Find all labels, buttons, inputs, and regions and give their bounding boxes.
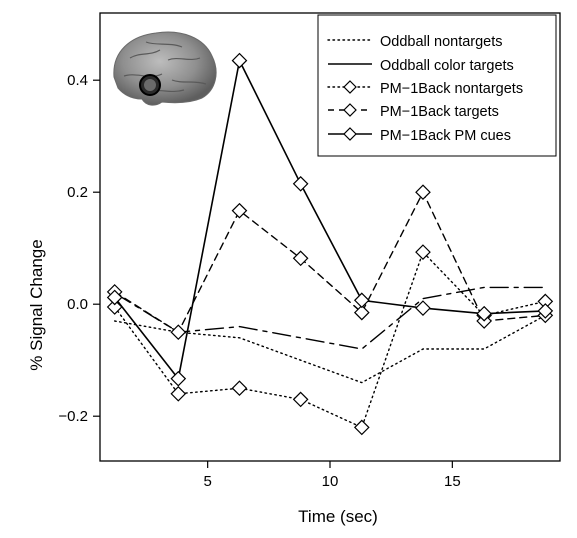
brain-region-icon (113, 31, 217, 106)
data-point-marker (170, 370, 187, 387)
legend-label-oddball-color-targets: Oddball color targets (380, 58, 514, 74)
legend-label-pm-1back-targets: PM−1Back targets (380, 104, 499, 120)
data-point-marker (170, 385, 187, 402)
series-line (113, 286, 546, 350)
series-line (113, 59, 547, 380)
y-axis-label: % Signal Change (27, 239, 46, 370)
y-tick-label: 0.0 (67, 296, 88, 313)
series-line (113, 191, 546, 333)
data-point-marker (353, 304, 370, 321)
series-1 (113, 286, 546, 350)
legend-label-pm-1back-nontargets: PM−1Back nontargets (380, 81, 523, 97)
data-point-marker (415, 184, 431, 201)
legend-diamond-marker (343, 127, 357, 141)
legend-item-oddball-nontargets: Oddball nontargets (327, 34, 503, 50)
y-tick-label: 0.2 (67, 184, 88, 201)
legend-item-pm-1back-pm-cues: PM−1Back PM cues (328, 127, 511, 144)
legend-diamond-marker (343, 103, 357, 117)
plot-frame (99, 12, 561, 462)
data-point-marker (170, 324, 187, 341)
data-point-marker (106, 289, 123, 306)
series-4 (106, 52, 554, 387)
legend-label-oddball-nontargets: Oddball nontargets (380, 34, 503, 50)
y-tick-label: −0.2 (58, 408, 88, 425)
data-point-marker (353, 292, 370, 309)
series-line (113, 251, 546, 429)
data-point-marker (537, 303, 554, 319)
data-point-marker (415, 244, 431, 260)
data-point-marker (292, 250, 309, 267)
legend-item-pm-1back-targets: PM−1Back targets (328, 103, 499, 120)
data-point-marker (292, 175, 309, 192)
data-point-marker (231, 52, 248, 69)
y-tick-label: 0.4 (67, 72, 88, 89)
x-tick-label: 10 (322, 473, 339, 490)
legend-label-pm-1back-pm-cues: PM−1Back PM cues (380, 128, 511, 144)
series-0 (113, 314, 546, 384)
data-point-marker (292, 391, 309, 408)
data-point-marker (231, 380, 248, 397)
series-line (113, 314, 546, 384)
data-point-marker (415, 300, 431, 316)
data-point-marker (476, 305, 492, 322)
legend: Oddball nontargets Oddball color targets… (317, 14, 557, 157)
legend-diamond-marker (343, 80, 357, 94)
data-point-marker (353, 419, 370, 436)
x-tick-label: 15 (444, 473, 461, 490)
data-point-marker (231, 202, 248, 219)
x-axis-label: Time (sec) (298, 507, 378, 526)
x-tick-label: 5 (203, 473, 211, 490)
legend-item-pm-1back-nontargets: PM−1Back nontargets (327, 80, 523, 97)
series-2 (106, 244, 554, 436)
legend-box (317, 14, 557, 157)
legend-item-oddball-color-targets: Oddball color targets (328, 58, 514, 74)
